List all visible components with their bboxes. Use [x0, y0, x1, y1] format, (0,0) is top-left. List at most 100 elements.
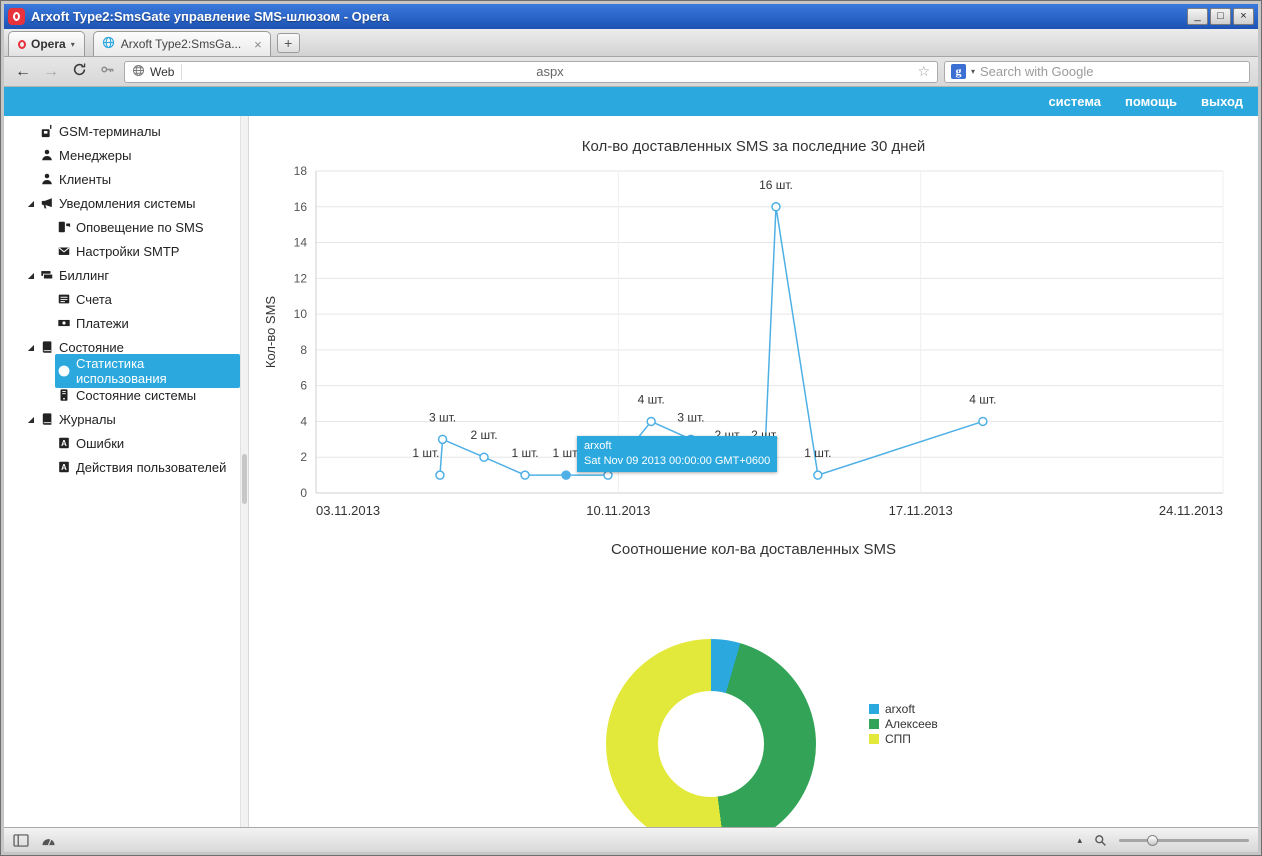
sidebar-item-sms-alerts[interactable]: Оповещение по SMS	[4, 215, 240, 239]
sidebar-item-invoices[interactable]: Счета	[4, 287, 240, 311]
opera-link-key-icon[interactable]	[96, 62, 118, 81]
banknotes-icon	[40, 268, 54, 282]
chart-tooltip: arxoft Sat Nov 09 2013 00:00:00 GMT+0600	[577, 436, 778, 472]
globe-icon	[132, 64, 145, 80]
error-page-icon: A	[57, 436, 71, 450]
sidebar-item-label: Счета	[76, 291, 112, 307]
chart-legend: arxoft Алексеев СПП	[869, 701, 938, 746]
sidebar-item-label: Состояние	[59, 339, 124, 355]
sidebar-item-errors[interactable]: A Ошибки	[4, 431, 240, 455]
maximize-button[interactable]: □	[1210, 8, 1231, 25]
status-bar: ▴	[4, 827, 1258, 852]
svg-text:0: 0	[300, 486, 307, 500]
sidebar-item-system-notifications[interactable]: ◢ Уведомления системы	[4, 191, 240, 215]
sidebar-item-gsm-terminals[interactable]: GSM-терминалы	[4, 119, 240, 143]
reload-button[interactable]	[68, 62, 90, 81]
opera-menu-button[interactable]: Opera ▾	[8, 31, 85, 56]
journal-icon	[40, 412, 54, 426]
legend-swatch	[869, 733, 879, 744]
sidebar-item-state[interactable]: ◢ Состояние	[4, 335, 240, 359]
sidebar-item-smtp-settings[interactable]: Настройки SMTP	[4, 239, 240, 263]
turbo-gauge-icon[interactable]	[41, 834, 56, 846]
tree-expander-icon[interactable]: ◢	[27, 342, 35, 352]
tooltip-series: arxoft	[584, 440, 612, 452]
menu-logout[interactable]: выход	[1200, 94, 1243, 109]
tree-expander-icon[interactable]: ◢	[27, 270, 35, 280]
search-input[interactable]: g ▾ Search with Google	[944, 60, 1250, 83]
sms-phone-icon	[57, 220, 71, 234]
device-icon	[57, 388, 71, 402]
line-chart[interactable]: 0 2 4 6 8 10 12 14 16 18 03.11.2013 10.11.2013 17.11…	[249, 160, 1258, 537]
sidebar-item-label: Действия пользователей	[76, 459, 227, 475]
sidebar-nav: GSM-терминалы Менеджеры Клиенты ◢ Уведомлени…	[4, 116, 240, 827]
sidebar-scrollbar-thumb[interactable]	[242, 454, 247, 504]
svg-text:8: 8	[300, 343, 307, 357]
svg-text:1 шт.: 1 шт.	[553, 446, 580, 460]
megaphone-icon	[40, 196, 54, 210]
tree-expander-icon[interactable]: ◢	[27, 414, 35, 424]
legend-item: Алексеев	[869, 716, 938, 731]
site-badge[interactable]: Web	[132, 63, 183, 80]
menu-system[interactable]: система	[1048, 94, 1101, 109]
address-bar: ← → Web aspx ☆ g ▾ Search with Google	[4, 57, 1258, 87]
zoom-slider-thumb[interactable]	[1147, 834, 1158, 846]
sidebar-item-label: GSM-терминалы	[59, 123, 161, 139]
line-chart-title: Кол-во доставленных SMS за последние 30 …	[581, 138, 926, 155]
sidebar-item-clients[interactable]: Клиенты	[4, 167, 240, 191]
svg-text:10: 10	[294, 307, 308, 321]
close-button[interactable]: ×	[1233, 8, 1254, 25]
sidebar-item-label: Уведомления системы	[59, 195, 196, 211]
tab-title: Arxoft Type2:SmsGa...	[120, 37, 242, 51]
sidebar-item-label: Менеджеры	[59, 147, 132, 163]
zoom-slider-track[interactable]	[1119, 838, 1249, 842]
bookmark-star-icon[interactable]: ☆	[917, 63, 930, 79]
donut-hole	[658, 691, 764, 797]
tree-expander-icon[interactable]: ◢	[27, 198, 35, 208]
address-input[interactable]: Web aspx ☆	[124, 60, 938, 83]
caret-up-icon[interactable]: ▴	[1077, 834, 1082, 845]
opera-menu-label: Opera	[31, 37, 66, 51]
sidebar-item-managers[interactable]: Менеджеры	[4, 143, 240, 167]
tab-smsgate[interactable]: Arxoft Type2:SmsGa... ×	[92, 31, 271, 56]
svg-text:16: 16	[294, 200, 308, 214]
sidebar-item-label: Платежи	[76, 315, 129, 331]
back-button[interactable]: ←	[15, 62, 31, 80]
sidebar-item-journals[interactable]: ◢ Журналы	[4, 407, 240, 431]
svg-text:1 шт.: 1 шт.	[511, 446, 538, 460]
sidebar-item-label: Настройки SMTP	[76, 243, 180, 259]
pie-chart-icon	[57, 364, 71, 378]
sidebar-item-user-actions[interactable]: A Действия пользователей	[4, 455, 240, 479]
envelope-icon	[57, 244, 71, 258]
svg-text:12: 12	[294, 271, 308, 285]
donut-chart[interactable]	[606, 639, 816, 827]
panels-toggle-icon[interactable]	[13, 833, 29, 847]
zoom-icon[interactable]	[1094, 834, 1107, 847]
svg-text:16 шт.: 16 шт.	[759, 178, 793, 192]
actions-page-icon: A	[57, 460, 71, 474]
sidebar-item-usage-stats[interactable]: Статистика использования	[4, 354, 240, 388]
forward-button[interactable]: →	[43, 62, 59, 80]
sidebar-scrollbar[interactable]	[240, 116, 248, 827]
person-icon	[40, 172, 54, 186]
menu-help[interactable]: помощь	[1125, 94, 1177, 109]
tab-favicon-globe-icon	[102, 36, 115, 52]
search-engine-dropdown-icon[interactable]: ▾	[971, 67, 976, 76]
svg-text:1 шт.: 1 шт.	[412, 446, 439, 460]
tab-close-icon[interactable]: ×	[254, 36, 262, 52]
svg-text:10.11.2013: 10.11.2013	[586, 503, 650, 518]
opera-logo-icon	[8, 8, 25, 25]
titlebar[interactable]: Arxoft Type2:SmsGate управление SMS-шлюз…	[4, 4, 1258, 29]
minimize-button[interactable]: _	[1187, 8, 1208, 25]
gsm-terminal-icon	[40, 124, 54, 138]
legend-item: arxoft	[869, 701, 938, 716]
zoom-slider[interactable]	[1119, 834, 1249, 847]
app-header: система помощь выход	[4, 87, 1258, 116]
sidebar-item-billing[interactable]: ◢ Биллинг	[4, 263, 240, 287]
legend-item: СПП	[869, 731, 938, 746]
sidebar-item-system-state[interactable]: Состояние системы	[4, 383, 240, 407]
new-tab-button[interactable]: +	[276, 33, 300, 53]
sidebar-item-payments[interactable]: Платежи	[4, 311, 240, 335]
sidebar-item-label: Клиенты	[59, 171, 112, 187]
svg-text:17.11.2013: 17.11.2013	[889, 503, 953, 518]
